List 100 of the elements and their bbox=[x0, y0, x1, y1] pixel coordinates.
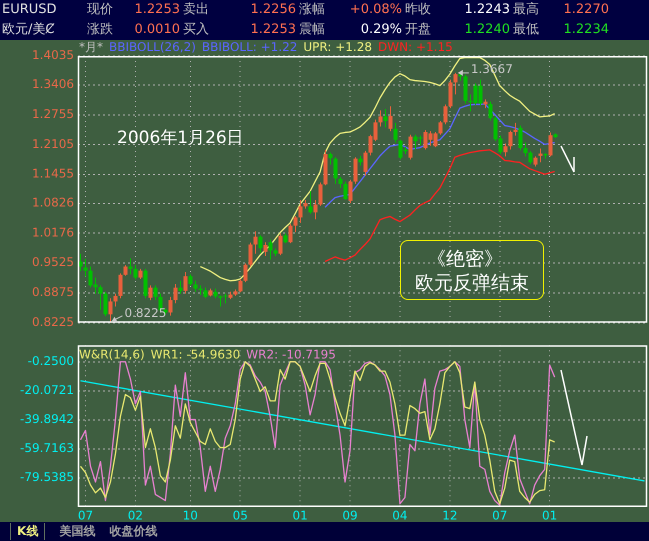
candlestick bbox=[308, 190, 312, 214]
candlestick bbox=[174, 283, 178, 304]
candlestick bbox=[154, 284, 158, 301]
text: 最高 bbox=[512, 1, 540, 19]
text: 收盘价线 bbox=[109, 523, 158, 540]
x-tick-label: 02 bbox=[128, 508, 144, 522]
candlestick bbox=[334, 156, 338, 184]
text: 震幅 bbox=[298, 21, 326, 39]
annotation: 《绝密》 bbox=[426, 247, 504, 271]
candlestick bbox=[114, 293, 118, 307]
candlestick bbox=[448, 79, 452, 109]
text: 1.2253 bbox=[250, 21, 296, 39]
x-tick-label: 04 bbox=[392, 508, 408, 522]
candlestick bbox=[278, 232, 282, 256]
candlestick bbox=[394, 122, 398, 144]
text: 1.2253 bbox=[134, 1, 180, 19]
candlestick bbox=[134, 264, 138, 280]
x-tick-label: 09 bbox=[342, 508, 358, 522]
candlestick bbox=[84, 258, 88, 278]
candlestick bbox=[358, 155, 362, 166]
candlestick bbox=[548, 132, 552, 157]
text: EURUSD bbox=[1, 1, 58, 19]
x-tick-label: 07 bbox=[492, 508, 508, 522]
candlestick bbox=[194, 280, 198, 292]
candlestick bbox=[214, 288, 218, 299]
text: 1.2256 bbox=[250, 1, 296, 19]
candlestick bbox=[98, 284, 102, 310]
annotation: 0.8225 bbox=[124, 306, 166, 320]
text: +0.08% bbox=[348, 1, 402, 19]
candlestick bbox=[248, 242, 252, 268]
y-tick-label: 1.4035 bbox=[32, 48, 74, 62]
text: UPR: +1.28 bbox=[303, 40, 372, 54]
candlestick bbox=[128, 258, 132, 275]
text: 1.2240 bbox=[464, 21, 510, 39]
candlestick bbox=[108, 298, 112, 324]
x-tick-label: 07 bbox=[78, 508, 94, 522]
candlestick bbox=[218, 294, 222, 307]
candlestick bbox=[454, 72, 458, 95]
candlestick bbox=[118, 272, 122, 299]
candlestick bbox=[204, 287, 208, 299]
candlestick bbox=[264, 242, 268, 256]
candlestick bbox=[198, 284, 202, 296]
text: 0.0010 bbox=[134, 21, 180, 39]
y-tick-label: 1.0176 bbox=[32, 225, 74, 240]
series-label: WR1: -54.9630 bbox=[150, 347, 240, 362]
series-label: WR2: -10.7195 bbox=[246, 347, 336, 362]
candlestick bbox=[318, 182, 322, 206]
candlestick bbox=[378, 110, 382, 127]
y-tick-label: 1.2105 bbox=[32, 136, 74, 151]
candlestick bbox=[288, 223, 292, 244]
candlestick bbox=[284, 232, 288, 244]
candlestick bbox=[104, 291, 108, 317]
text: 买入 bbox=[182, 21, 210, 39]
candlestick bbox=[258, 234, 262, 254]
candlestick bbox=[348, 179, 352, 204]
y-tick-label: -79.5385 bbox=[20, 470, 74, 484]
x-tick-label: 01 bbox=[292, 508, 308, 522]
annotation: 欧元反弹结束 bbox=[415, 271, 529, 295]
candlestick bbox=[488, 101, 492, 122]
y-tick-label: 1.0826 bbox=[32, 195, 74, 210]
candlestick bbox=[298, 199, 302, 224]
candlestick bbox=[508, 130, 512, 150]
text: DWN: +1.15 bbox=[378, 40, 453, 54]
chart-title: *月* bbox=[79, 40, 103, 54]
text: 开盘 bbox=[404, 21, 432, 39]
candlestick bbox=[294, 216, 298, 233]
candlestick bbox=[254, 230, 258, 254]
annotation: 2006年1月26日 bbox=[117, 127, 244, 149]
chart-subtitle: BBIBOLL(26,2) bbox=[109, 40, 196, 54]
candlestick bbox=[178, 280, 182, 294]
text: 涨跌 bbox=[86, 21, 114, 39]
text: 卖出 bbox=[182, 1, 210, 19]
candlestick bbox=[534, 156, 538, 167]
candlestick bbox=[538, 148, 542, 163]
candlestick bbox=[344, 181, 348, 200]
candlestick bbox=[168, 296, 172, 316]
y-tick-label: 0.9525 bbox=[32, 255, 74, 270]
candlestick bbox=[388, 106, 392, 132]
candlestick bbox=[364, 150, 368, 176]
x-tick-label: 01 bbox=[542, 508, 558, 522]
candlestick bbox=[338, 176, 342, 189]
candlestick bbox=[184, 272, 188, 294]
candlestick bbox=[518, 125, 522, 151]
candlestick bbox=[384, 108, 388, 128]
text: 1.2270 bbox=[562, 1, 609, 19]
text: BBIBOLL: +1.22 bbox=[202, 40, 298, 54]
candlestick bbox=[354, 156, 358, 184]
callout-box: 《绝密》 欧元反弹结束 bbox=[400, 240, 544, 300]
y-tick-label: -20.0721 bbox=[20, 382, 74, 397]
text: K线 bbox=[10, 523, 46, 540]
candlestick bbox=[444, 104, 448, 125]
y-tick-label: 1.2755 bbox=[32, 106, 74, 121]
candlestick bbox=[224, 293, 228, 304]
text: 0.29% bbox=[360, 21, 402, 39]
candlestick bbox=[268, 238, 272, 260]
y-tick-label: 0.8875 bbox=[32, 285, 74, 300]
candlestick bbox=[514, 122, 518, 136]
text: 昨收 bbox=[404, 1, 432, 19]
candlestick bbox=[504, 142, 508, 157]
candlestick bbox=[188, 274, 192, 286]
